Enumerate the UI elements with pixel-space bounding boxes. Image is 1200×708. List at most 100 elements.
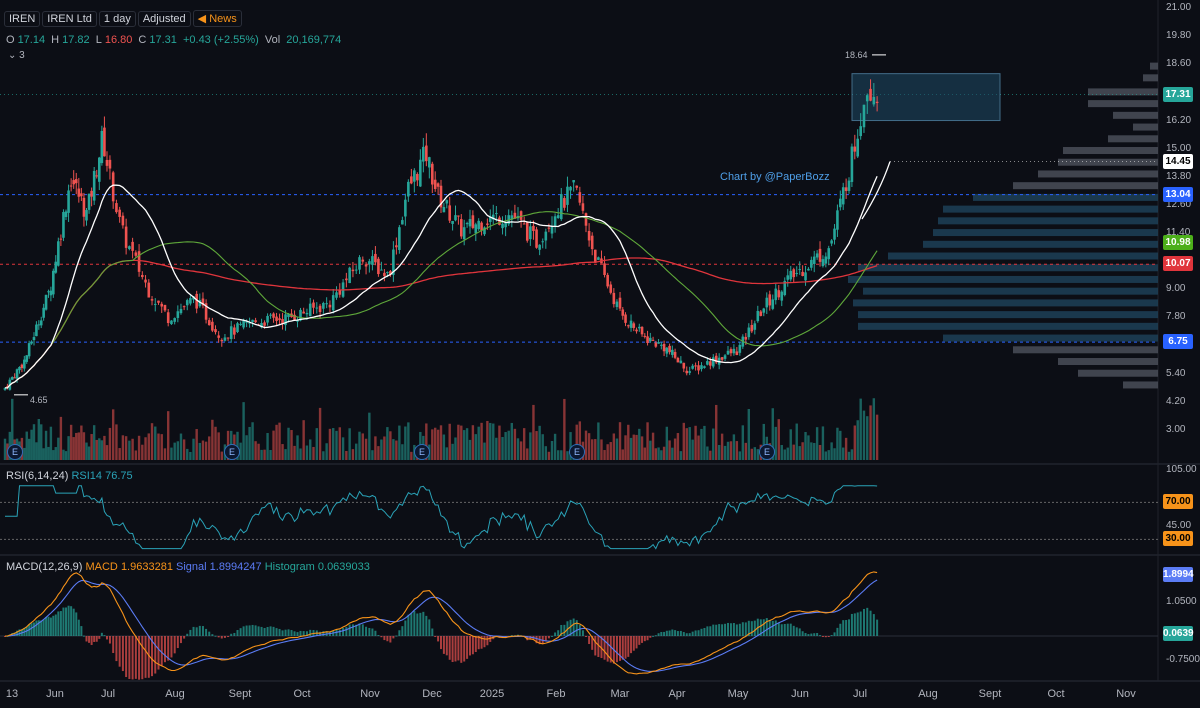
candle-body	[147, 282, 151, 298]
histogram-label: Histogram	[264, 561, 315, 573]
volume-bar	[712, 428, 715, 460]
candle-body	[629, 320, 633, 328]
low-annotation: 4.65	[30, 395, 48, 405]
volume-bar	[492, 423, 495, 460]
indicators-count: 3	[19, 50, 25, 61]
candle-body	[544, 231, 548, 241]
candle-body	[753, 323, 757, 330]
volume-bar	[738, 451, 742, 460]
time-axis-tick: Feb	[546, 688, 566, 700]
adjustment-chip[interactable]: Adjusted	[137, 10, 191, 27]
price-axis-tick: 7.80	[1166, 311, 1186, 323]
volume-bar	[798, 446, 801, 460]
volume-profile	[848, 62, 1158, 389]
macd-histogram-bar	[827, 636, 830, 637]
candle-body	[468, 219, 472, 227]
candle-body	[354, 269, 358, 271]
symbol-chip[interactable]: IREN	[4, 10, 41, 27]
macd-histogram-bar	[848, 619, 851, 636]
volume-bar	[328, 428, 332, 460]
candle-body	[801, 271, 804, 276]
macd-histogram-bar	[575, 620, 578, 636]
news-chip[interactable]: ◀ News	[192, 10, 242, 27]
volume-bar	[516, 438, 520, 460]
macd-histogram-bar	[154, 636, 157, 674]
candle-body	[654, 342, 658, 347]
macd-histogram-bar	[40, 620, 43, 636]
volume-bar	[842, 447, 845, 460]
candle-body	[157, 300, 160, 303]
candle-body	[77, 188, 81, 197]
macd-histogram-bar	[160, 636, 163, 666]
candle-body	[762, 308, 766, 313]
macd-histogram-bar	[309, 629, 312, 636]
interval-chip[interactable]: 1 day	[98, 10, 136, 27]
candle-body	[575, 185, 579, 188]
candle-body	[771, 299, 775, 309]
candle-body	[747, 327, 751, 338]
macd-histogram-bar	[697, 630, 700, 636]
macd-histogram-bar	[862, 608, 865, 636]
candle-body	[39, 320, 43, 326]
volume-bar	[131, 438, 134, 460]
macd-histogram-bar	[572, 618, 575, 636]
macd-histogram-bar	[709, 626, 712, 636]
candle-body	[569, 186, 572, 191]
macd-histogram-bar	[245, 625, 248, 636]
volume-bar	[248, 426, 251, 460]
time-axis-tick: Jul	[100, 688, 116, 700]
volume-bar	[654, 448, 658, 460]
volume-bar	[468, 439, 472, 460]
price-axis-tick: 13.80	[1166, 170, 1192, 182]
macd-histogram-bar	[706, 626, 709, 636]
indicators-collapse-toggle[interactable]: ⌄ 3	[8, 50, 25, 61]
macd-histogram-bar	[688, 633, 691, 636]
macd-histogram-bar	[807, 634, 810, 636]
candle-body	[37, 324, 41, 326]
candle-body	[254, 320, 257, 323]
candle-body	[428, 157, 431, 168]
candle-body	[348, 267, 351, 284]
volume-bar	[217, 432, 220, 460]
volume-bar	[67, 436, 70, 460]
candle-body	[318, 305, 322, 312]
rsi-value: 76.75	[105, 470, 133, 482]
volume-bar	[401, 444, 404, 460]
volume-bar	[318, 407, 322, 460]
volume-bar	[735, 441, 739, 460]
macd-signal-tag: 1.8994	[1163, 567, 1194, 583]
candle-body	[18, 366, 21, 371]
volume-bar	[445, 447, 448, 460]
volume-bar	[729, 441, 733, 460]
macd-histogram-bar	[389, 636, 392, 643]
macd-histogram-bar	[80, 626, 83, 636]
macd-histogram-bar	[32, 622, 35, 636]
earnings-badge: E	[414, 444, 430, 460]
candle-body	[621, 309, 625, 316]
candle-body	[535, 229, 538, 248]
candle-body	[651, 339, 655, 341]
macd-histogram-bar	[786, 623, 789, 636]
macd-legend: MACD(12,26,9) MACD 1.9633281 Signal 1.89…	[6, 561, 370, 573]
volume-bar	[774, 426, 777, 460]
volume-bar	[335, 430, 338, 460]
macd-histogram-bar	[266, 626, 269, 636]
volume-bar	[507, 430, 510, 460]
candle-body	[559, 194, 563, 220]
macd-histogram-bar	[762, 619, 765, 636]
price-axis-tick: 11.40	[1166, 227, 1191, 239]
volume-bar	[425, 423, 428, 460]
rsi-level-tag: 70.00	[1163, 494, 1193, 510]
volume-bar	[115, 424, 118, 460]
candle-body	[345, 278, 348, 281]
volume-bar	[753, 447, 756, 460]
candle-body	[299, 309, 302, 321]
volume-profile-bar	[1058, 358, 1158, 366]
volume-bar	[594, 439, 597, 460]
macd-histogram-bar	[57, 611, 60, 636]
candle-body	[189, 298, 192, 304]
volume-bar	[578, 421, 582, 460]
company-name-chip[interactable]: IREN Ltd	[42, 10, 97, 27]
macd-histogram-bar	[103, 635, 106, 637]
